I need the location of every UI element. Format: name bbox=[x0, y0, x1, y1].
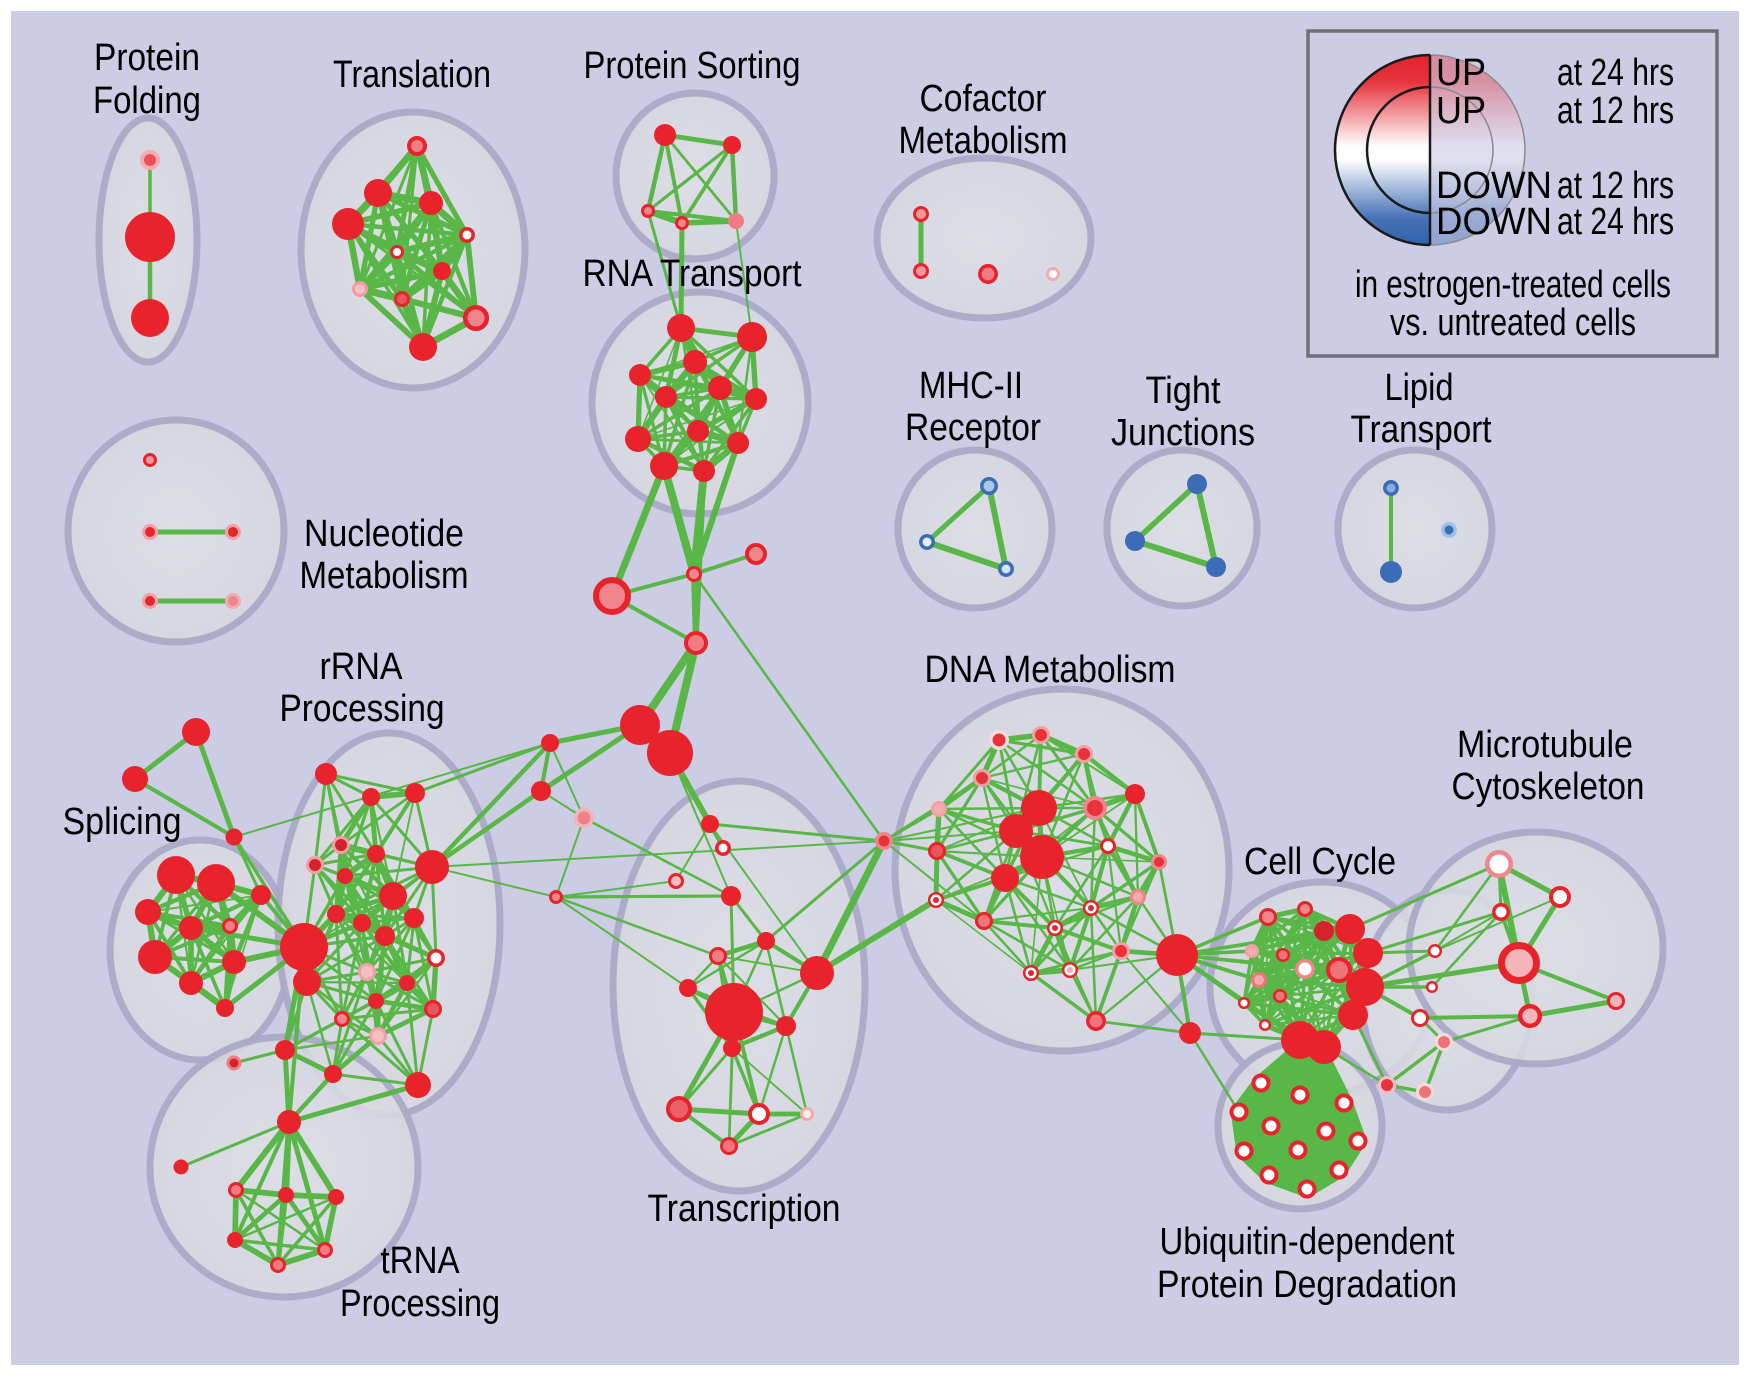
svg-text:at 24 hrs: at 24 hrs bbox=[1557, 201, 1674, 243]
svg-text:Transport: Transport bbox=[1351, 409, 1492, 451]
svg-text:Cytoskeleton: Cytoskeleton bbox=[1452, 766, 1645, 808]
svg-text:vs. untreated cells: vs. untreated cells bbox=[1390, 302, 1636, 344]
svg-text:at 24 hrs: at 24 hrs bbox=[1557, 52, 1674, 94]
svg-text:Metabolism: Metabolism bbox=[899, 120, 1068, 162]
svg-text:UP: UP bbox=[1436, 90, 1486, 132]
svg-text:Receptor: Receptor bbox=[905, 407, 1041, 449]
svg-text:Splicing: Splicing bbox=[63, 801, 182, 843]
svg-text:Junctions: Junctions bbox=[1111, 412, 1255, 454]
svg-text:RNA Transport: RNA Transport bbox=[583, 253, 802, 295]
svg-text:Ubiquitin-dependent: Ubiquitin-dependent bbox=[1160, 1221, 1455, 1263]
svg-text:tRNA: tRNA bbox=[381, 1240, 461, 1282]
svg-text:UP: UP bbox=[1436, 52, 1486, 94]
svg-text:rRNA: rRNA bbox=[320, 646, 404, 688]
svg-text:Protein Degradation: Protein Degradation bbox=[1157, 1264, 1457, 1306]
svg-text:Tight: Tight bbox=[1146, 370, 1221, 412]
svg-text:Protein Sorting: Protein Sorting bbox=[584, 45, 801, 87]
svg-text:DOWN: DOWN bbox=[1436, 165, 1552, 207]
svg-text:in estrogen-treated cells: in estrogen-treated cells bbox=[1355, 264, 1671, 306]
svg-text:Nucleotide: Nucleotide bbox=[304, 513, 464, 555]
svg-text:Protein: Protein bbox=[94, 37, 200, 79]
svg-text:DNA Metabolism: DNA Metabolism bbox=[925, 649, 1176, 691]
svg-text:MHC-II: MHC-II bbox=[919, 365, 1023, 407]
svg-text:at 12 hrs: at 12 hrs bbox=[1557, 90, 1674, 132]
svg-text:at 12 hrs: at 12 hrs bbox=[1557, 165, 1674, 207]
svg-text:Processing: Processing bbox=[340, 1283, 500, 1325]
svg-text:Transcription: Transcription bbox=[648, 1188, 841, 1230]
svg-text:Cofactor: Cofactor bbox=[920, 78, 1047, 120]
svg-text:Microtubule: Microtubule bbox=[1457, 724, 1633, 766]
svg-text:Cell Cycle: Cell Cycle bbox=[1244, 841, 1396, 883]
svg-text:Folding: Folding bbox=[93, 80, 201, 122]
svg-text:Translation: Translation bbox=[333, 54, 491, 96]
svg-text:DOWN: DOWN bbox=[1436, 201, 1552, 243]
svg-text:Metabolism: Metabolism bbox=[300, 555, 469, 597]
svg-text:Processing: Processing bbox=[280, 688, 445, 730]
svg-text:Lipid: Lipid bbox=[1385, 367, 1454, 409]
